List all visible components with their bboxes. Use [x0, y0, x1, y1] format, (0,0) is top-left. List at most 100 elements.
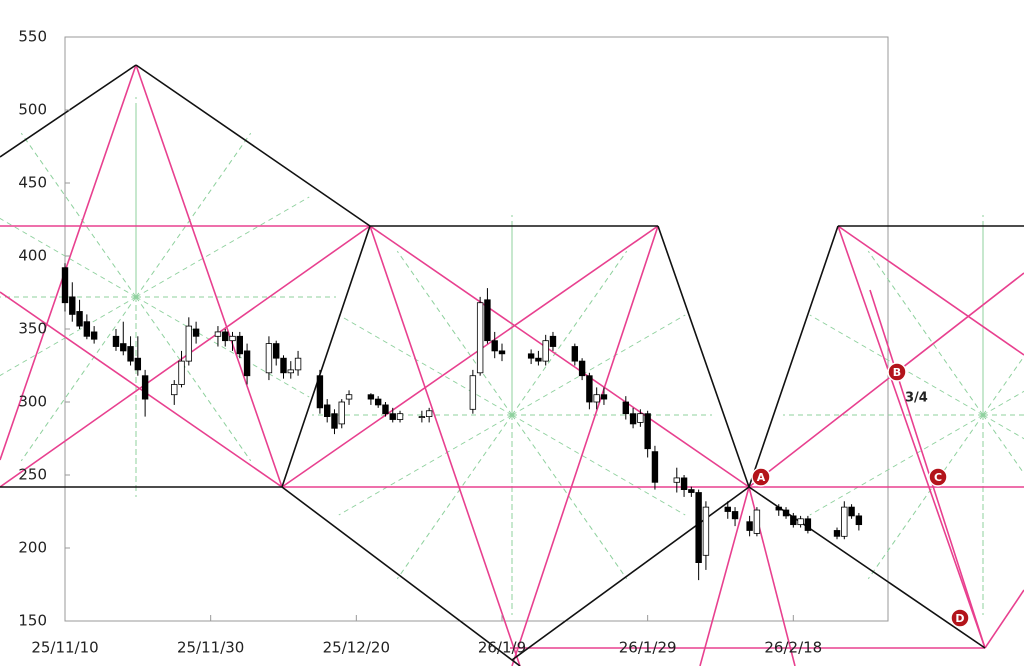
candle-body: [222, 331, 229, 342]
candle-body: [112, 335, 120, 347]
candle-body: [746, 521, 753, 531]
candle: [345, 390, 353, 405]
candle-body: [527, 353, 535, 359]
point-label: A: [757, 471, 766, 484]
candle-body: [396, 413, 404, 420]
overlay-line: [748, 272, 1024, 488]
candle: [134, 336, 142, 376]
candle-body: [578, 360, 586, 377]
candle-body: [367, 394, 375, 400]
y-tick-label: 550: [18, 28, 47, 46]
candle: [622, 396, 630, 420]
overlay-line: [837, 225, 1024, 356]
point-marker: [751, 467, 771, 487]
candle: [775, 504, 782, 516]
candle: [688, 486, 695, 497]
candle: [680, 475, 688, 497]
candle: [69, 282, 76, 322]
candle-body: [141, 375, 149, 400]
candle: [331, 409, 338, 435]
candle: [141, 369, 149, 417]
y-tick-label: 400: [18, 247, 47, 265]
guide-ray: [867, 414, 984, 580]
candle: [192, 321, 200, 344]
guide-ray: [511, 250, 628, 416]
guide-ray: [511, 414, 686, 516]
candle-body: [848, 506, 855, 517]
candle-body: [280, 357, 287, 374]
candle: [243, 343, 251, 385]
candle: [549, 331, 557, 351]
point-marker: [950, 608, 970, 628]
candle: [586, 372, 593, 410]
candle-body: [294, 357, 302, 371]
candle: [782, 507, 790, 519]
guide-ray: [0, 217, 137, 298]
candle-body: [498, 350, 506, 355]
overlay-line: [0, 291, 283, 488]
candle: [323, 399, 331, 423]
candle: [804, 515, 812, 534]
axes: 150 200 250 300 350 400 450 500 550 25/11/10 25/11…: [18, 28, 822, 657]
candle: [294, 350, 302, 376]
candle: [389, 407, 396, 423]
candle-body: [273, 343, 280, 359]
guide-ray: [135, 196, 310, 298]
candle: [185, 317, 193, 366]
candle-body: [243, 350, 251, 377]
candle: [396, 410, 404, 423]
candle-body: [265, 343, 273, 374]
candle: [367, 393, 375, 405]
geometric-overlay: [0, 64, 1024, 666]
candle: [222, 329, 229, 347]
point-label: B: [893, 366, 901, 379]
candle-body: [491, 340, 498, 352]
candle: [855, 512, 863, 531]
candle-body: [323, 404, 331, 418]
candle: [287, 361, 294, 379]
overlay-line: [511, 486, 750, 661]
overlay-line: [657, 225, 750, 488]
candle-body: [629, 413, 637, 425]
candle: [316, 369, 324, 414]
candle: [644, 410, 651, 458]
candle: [848, 504, 855, 519]
y-tick-label: 300: [18, 393, 47, 411]
candle-body: [797, 518, 804, 526]
candle: [382, 402, 389, 417]
candle-body: [542, 340, 549, 362]
candle-body: [586, 375, 593, 403]
overlay-line: [281, 225, 371, 488]
candle: [265, 336, 273, 381]
x-tick-label: 26/1/29: [619, 639, 677, 657]
x-tick-label: 26/2/18: [764, 639, 822, 657]
candle: [535, 350, 542, 366]
guide-ray: [20, 296, 137, 462]
candle: [651, 445, 659, 490]
markers: A B C D: [751, 362, 970, 628]
overlay-line: [0, 225, 371, 488]
candle: [76, 299, 83, 329]
guide-ray: [982, 414, 1024, 440]
candle-body: [76, 311, 83, 327]
candle-body: [731, 511, 739, 520]
candle-body: [287, 369, 294, 374]
y-tick-label: 250: [18, 466, 47, 484]
candle-body: [571, 346, 579, 362]
guide-ray: [511, 314, 686, 416]
candle-body: [171, 384, 178, 396]
candle-body: [61, 267, 69, 304]
candle: [571, 343, 579, 366]
candle-body: [600, 394, 608, 400]
guide-ray: [135, 132, 252, 298]
guide-ray: [135, 296, 310, 398]
candle-body: [782, 509, 790, 517]
candle: [236, 331, 243, 359]
x-tick-label: 25/11/10: [31, 639, 98, 657]
candle: [171, 380, 178, 405]
candle-body: [83, 321, 91, 337]
candle-body: [637, 413, 644, 423]
candle: [120, 321, 127, 356]
